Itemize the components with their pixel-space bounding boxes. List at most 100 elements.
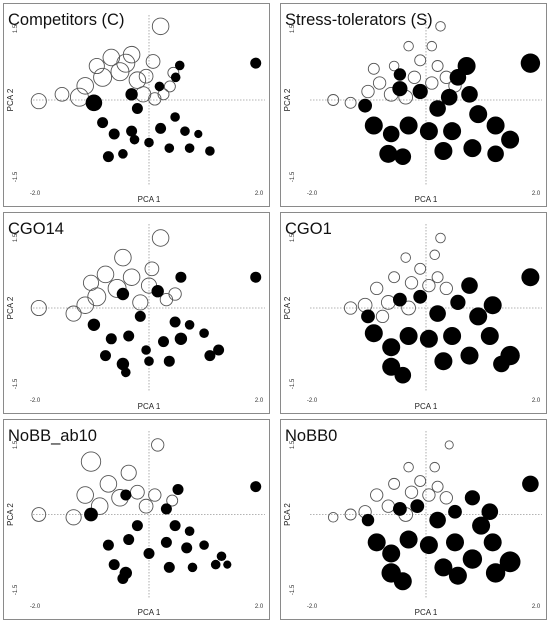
x-tick-label: 2.0 xyxy=(255,398,264,404)
data-point-hollow xyxy=(166,494,179,507)
data-point-filled xyxy=(108,559,120,571)
data-point-filled xyxy=(419,122,438,141)
chart-title: Stress-tolerators (S) xyxy=(285,11,433,29)
data-point-filled xyxy=(394,148,412,165)
data-point-hollow xyxy=(65,305,82,322)
data-point-filled xyxy=(169,316,181,328)
data-point-filled xyxy=(410,499,425,514)
data-point-filled xyxy=(125,88,138,101)
data-point-filled xyxy=(175,271,187,283)
data-point-filled xyxy=(382,125,400,143)
data-point-filled xyxy=(216,551,227,562)
data-point-hollow xyxy=(429,461,440,473)
data-point-filled xyxy=(123,534,135,546)
data-point-hollow xyxy=(99,475,118,493)
data-point-filled xyxy=(174,332,188,345)
data-point-hollow xyxy=(128,71,147,89)
x-axis-label: PCA 1 xyxy=(415,608,438,617)
data-point-hollow xyxy=(90,497,109,515)
data-point-hollow xyxy=(435,21,446,32)
data-point-filled xyxy=(486,116,505,135)
data-point-filled xyxy=(223,560,232,569)
y-tick-label: -1.5 xyxy=(290,584,296,595)
data-point-hollow xyxy=(425,76,439,90)
data-point-hollow xyxy=(122,268,141,286)
data-point-filled xyxy=(483,533,502,552)
x-tick-label: -2.0 xyxy=(307,398,318,404)
data-point-hollow xyxy=(370,488,384,502)
data-point-filled xyxy=(174,60,185,71)
data-point-filled xyxy=(493,355,510,373)
data-point-hollow xyxy=(88,57,105,75)
data-point-filled xyxy=(469,105,488,124)
data-point-filled xyxy=(170,112,180,122)
data-point-filled xyxy=(163,355,175,367)
data-point-filled xyxy=(361,513,375,527)
data-point-filled xyxy=(449,69,467,86)
data-point-filled xyxy=(194,129,203,139)
data-point-filled xyxy=(134,310,146,322)
y-axis-label: PCA 2 xyxy=(283,503,292,526)
data-point-filled xyxy=(187,562,198,573)
panel-frame xyxy=(280,419,547,620)
data-point-hollow xyxy=(31,507,47,522)
data-point-hollow xyxy=(367,62,380,75)
data-point-hollow xyxy=(93,67,113,87)
panel-frame xyxy=(280,3,547,207)
data-point-filled xyxy=(199,328,209,338)
data-point-filled xyxy=(250,271,262,283)
data-point-filled xyxy=(143,547,155,559)
data-point-filled xyxy=(155,122,167,134)
data-point-hollow xyxy=(151,17,170,36)
data-point-filled xyxy=(412,83,428,100)
data-point-hollow xyxy=(96,265,115,284)
data-point-filled xyxy=(170,72,181,83)
data-point-filled xyxy=(469,307,488,326)
data-point-filled xyxy=(144,137,154,148)
data-point-filled xyxy=(180,126,190,136)
data-point-filled xyxy=(419,329,438,348)
data-point-filled xyxy=(184,320,195,330)
data-point-filled xyxy=(367,533,386,552)
data-point-hollow xyxy=(80,451,102,472)
data-point-filled xyxy=(210,559,221,570)
data-point-hollow xyxy=(327,512,339,523)
data-point-filled xyxy=(393,292,407,307)
data-point-filled xyxy=(392,81,408,97)
data-point-filled xyxy=(460,346,479,365)
y-axis-label: PCA 2 xyxy=(6,88,15,111)
data-point-hollow xyxy=(439,491,453,505)
chart-title: CGO14 xyxy=(8,220,64,238)
data-point-hollow xyxy=(404,276,419,290)
data-point-filled xyxy=(429,100,446,117)
data-point-hollow xyxy=(343,301,358,315)
data-point-hollow xyxy=(400,252,411,263)
data-point-hollow xyxy=(431,60,444,72)
data-point-hollow xyxy=(30,93,47,110)
data-point-filled xyxy=(131,103,143,114)
y-axis-label: PCA 2 xyxy=(6,296,15,319)
data-point-filled xyxy=(481,503,499,521)
data-point-hollow xyxy=(444,440,454,450)
data-point-hollow xyxy=(403,40,414,52)
data-point-filled xyxy=(463,139,482,158)
chart-title: CGO1 xyxy=(285,220,332,238)
data-point-hollow xyxy=(76,486,94,504)
data-point-hollow xyxy=(76,77,94,95)
data-point-hollow xyxy=(372,76,387,90)
data-point-filled xyxy=(364,116,383,135)
data-point-filled xyxy=(204,350,216,362)
data-point-filled xyxy=(443,122,462,141)
chart-title: NoBB0 xyxy=(285,427,337,445)
data-point-filled xyxy=(462,549,483,569)
data-point-hollow xyxy=(414,262,427,275)
y-tick-label: -1.5 xyxy=(13,378,19,389)
data-point-filled xyxy=(485,563,506,583)
data-point-filled xyxy=(382,544,401,563)
x-axis-label: PCA 1 xyxy=(138,402,161,411)
y-axis-label: PCA 2 xyxy=(6,503,15,526)
y-tick-label: 1.5 xyxy=(13,24,19,33)
